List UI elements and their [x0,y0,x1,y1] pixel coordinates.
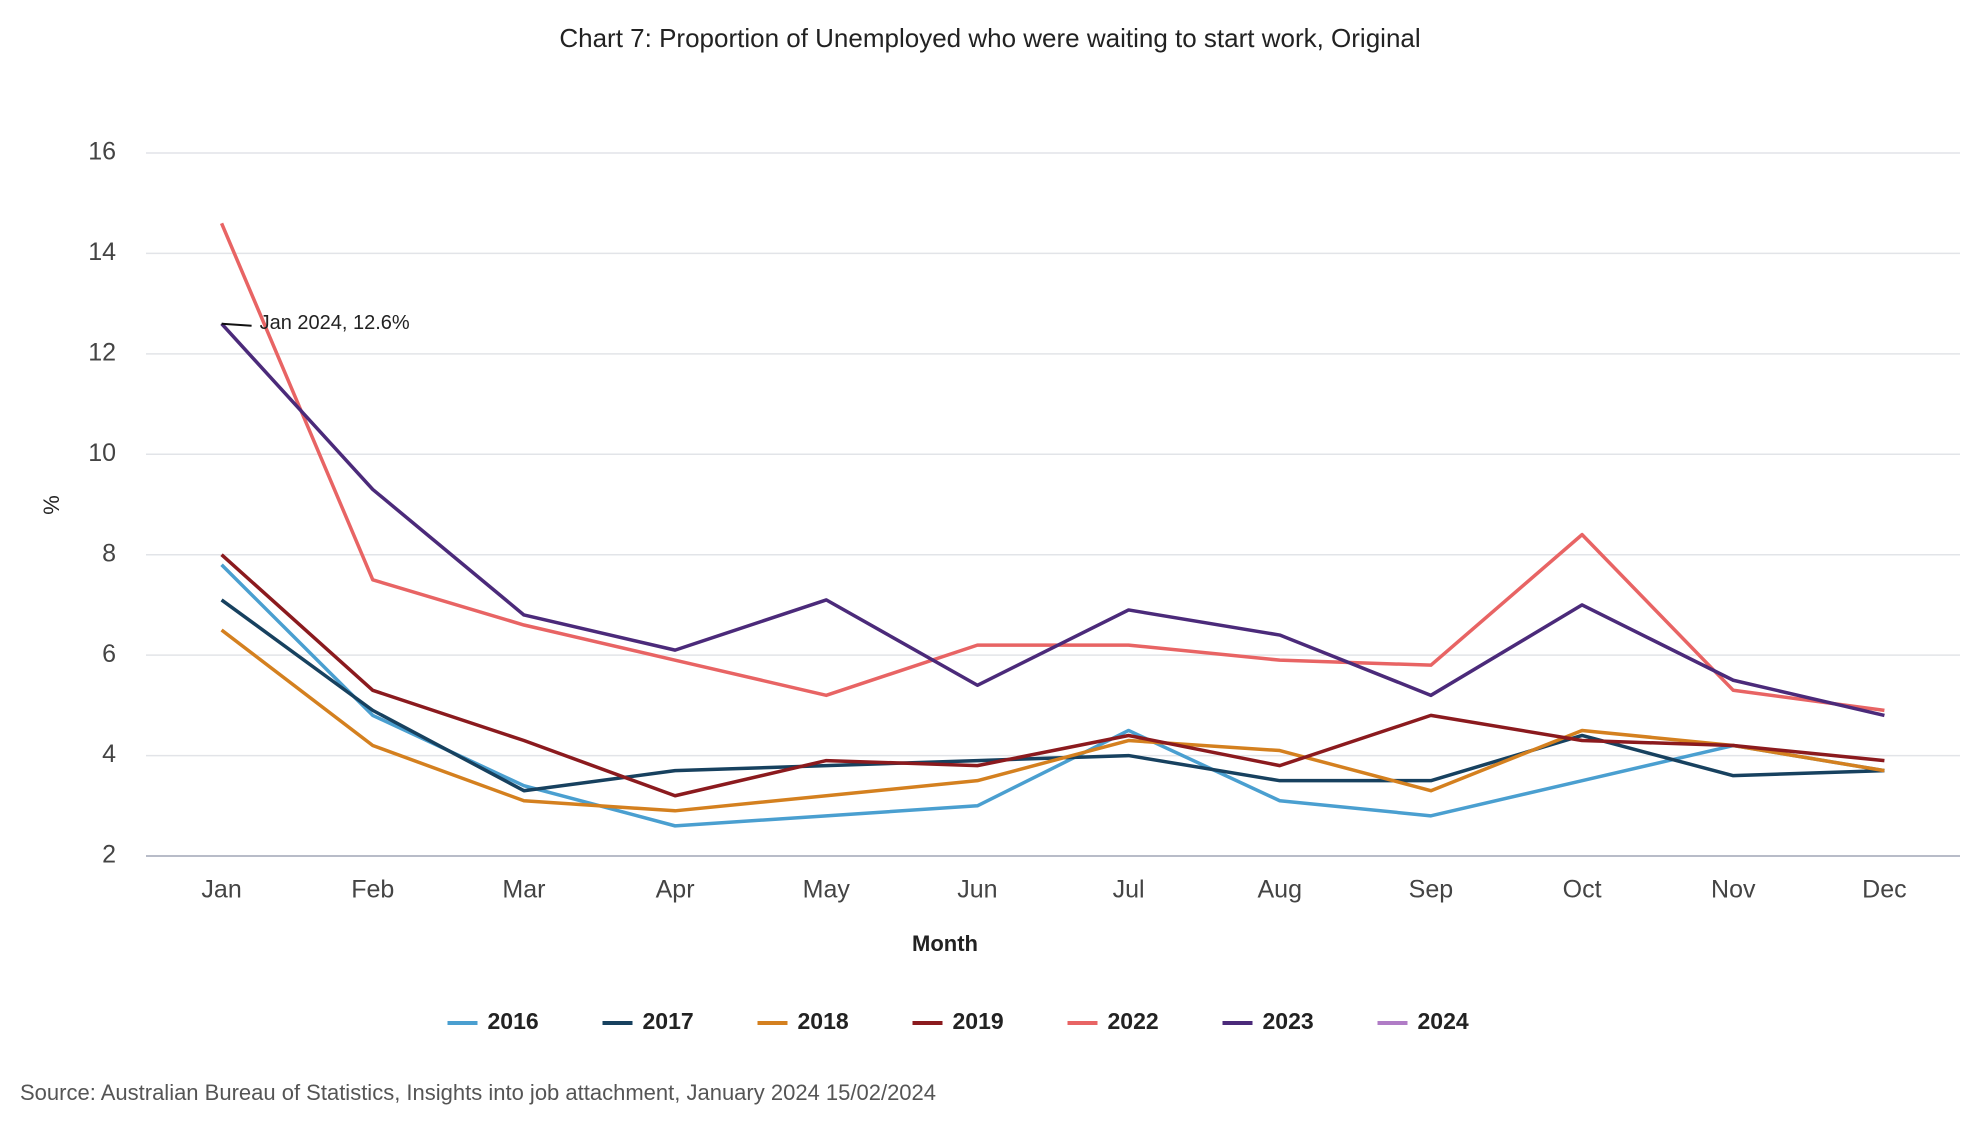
x-tick-label: Nov [1711,876,1756,904]
x-tick-label: Mar [502,876,545,904]
annotation-leader [221,322,252,327]
x-axis-label: Month [912,931,978,956]
legend-label: 2019 [953,1008,1004,1034]
x-tick-label: Apr [656,876,695,904]
y-tick-label: 10 [88,439,116,467]
legend-label: 2023 [1263,1008,1314,1034]
chart-title: Chart 7: Proportion of Unemployed who we… [559,23,1420,53]
x-tick-label: Jun [957,876,997,904]
y-tick-label: 4 [102,740,116,768]
y-tick-label: 12 [88,338,116,366]
legend-label: 2024 [1418,1008,1469,1034]
y-axis-label: % [39,495,64,515]
x-tick-label: Jul [1113,876,1145,904]
legend-label: 2017 [643,1008,694,1034]
y-tick-label: 14 [88,238,116,266]
x-tick-label: May [803,876,851,904]
x-tick-label: Sep [1409,876,1453,904]
y-tick-label: 16 [88,138,116,166]
y-tick-label: 6 [102,640,116,668]
source-note: Source: Australian Bureau of Statistics,… [20,1080,936,1105]
x-tick-label: Dec [1862,876,1906,904]
series-line [220,322,1885,718]
series-line [220,563,1885,828]
legend-label: 2016 [488,1008,539,1034]
series-line [219,222,1885,713]
y-tick-label: 8 [102,539,116,567]
x-tick-label: Aug [1258,876,1302,904]
annotation: Jan 2024, 12.6% [260,312,410,334]
x-tick-label: Feb [351,876,394,904]
y-tick-label: 2 [102,841,116,869]
x-tick-label: Jan [201,876,241,904]
legend-label: 2018 [798,1008,849,1034]
legend-label: 2022 [1108,1008,1159,1034]
series-line [220,553,1885,798]
series-line [220,628,1885,813]
x-tick-label: Oct [1563,876,1602,904]
